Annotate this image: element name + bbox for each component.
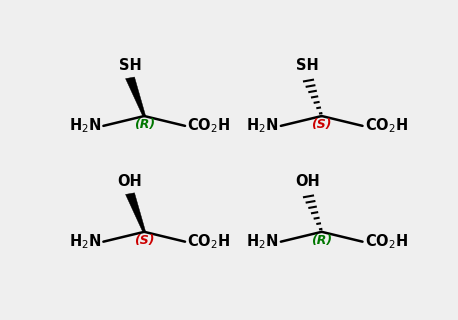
- Text: H$_2$N: H$_2$N: [246, 232, 279, 251]
- Polygon shape: [125, 193, 146, 232]
- Polygon shape: [125, 77, 146, 116]
- Text: (S): (S): [134, 234, 154, 247]
- Text: H$_2$N: H$_2$N: [69, 116, 101, 135]
- Text: SH: SH: [296, 58, 319, 73]
- Text: OH: OH: [295, 174, 320, 189]
- Text: CO$_2$H: CO$_2$H: [365, 232, 408, 251]
- Text: (R): (R): [134, 118, 155, 131]
- Text: (R): (R): [311, 234, 332, 247]
- Text: OH: OH: [118, 174, 142, 189]
- Text: H$_2$N: H$_2$N: [69, 232, 101, 251]
- Text: SH: SH: [119, 58, 142, 73]
- Text: CO$_2$H: CO$_2$H: [187, 116, 230, 135]
- Text: CO$_2$H: CO$_2$H: [187, 232, 230, 251]
- Text: CO$_2$H: CO$_2$H: [365, 116, 408, 135]
- Text: H$_2$N: H$_2$N: [246, 116, 279, 135]
- Text: (S): (S): [311, 118, 332, 131]
